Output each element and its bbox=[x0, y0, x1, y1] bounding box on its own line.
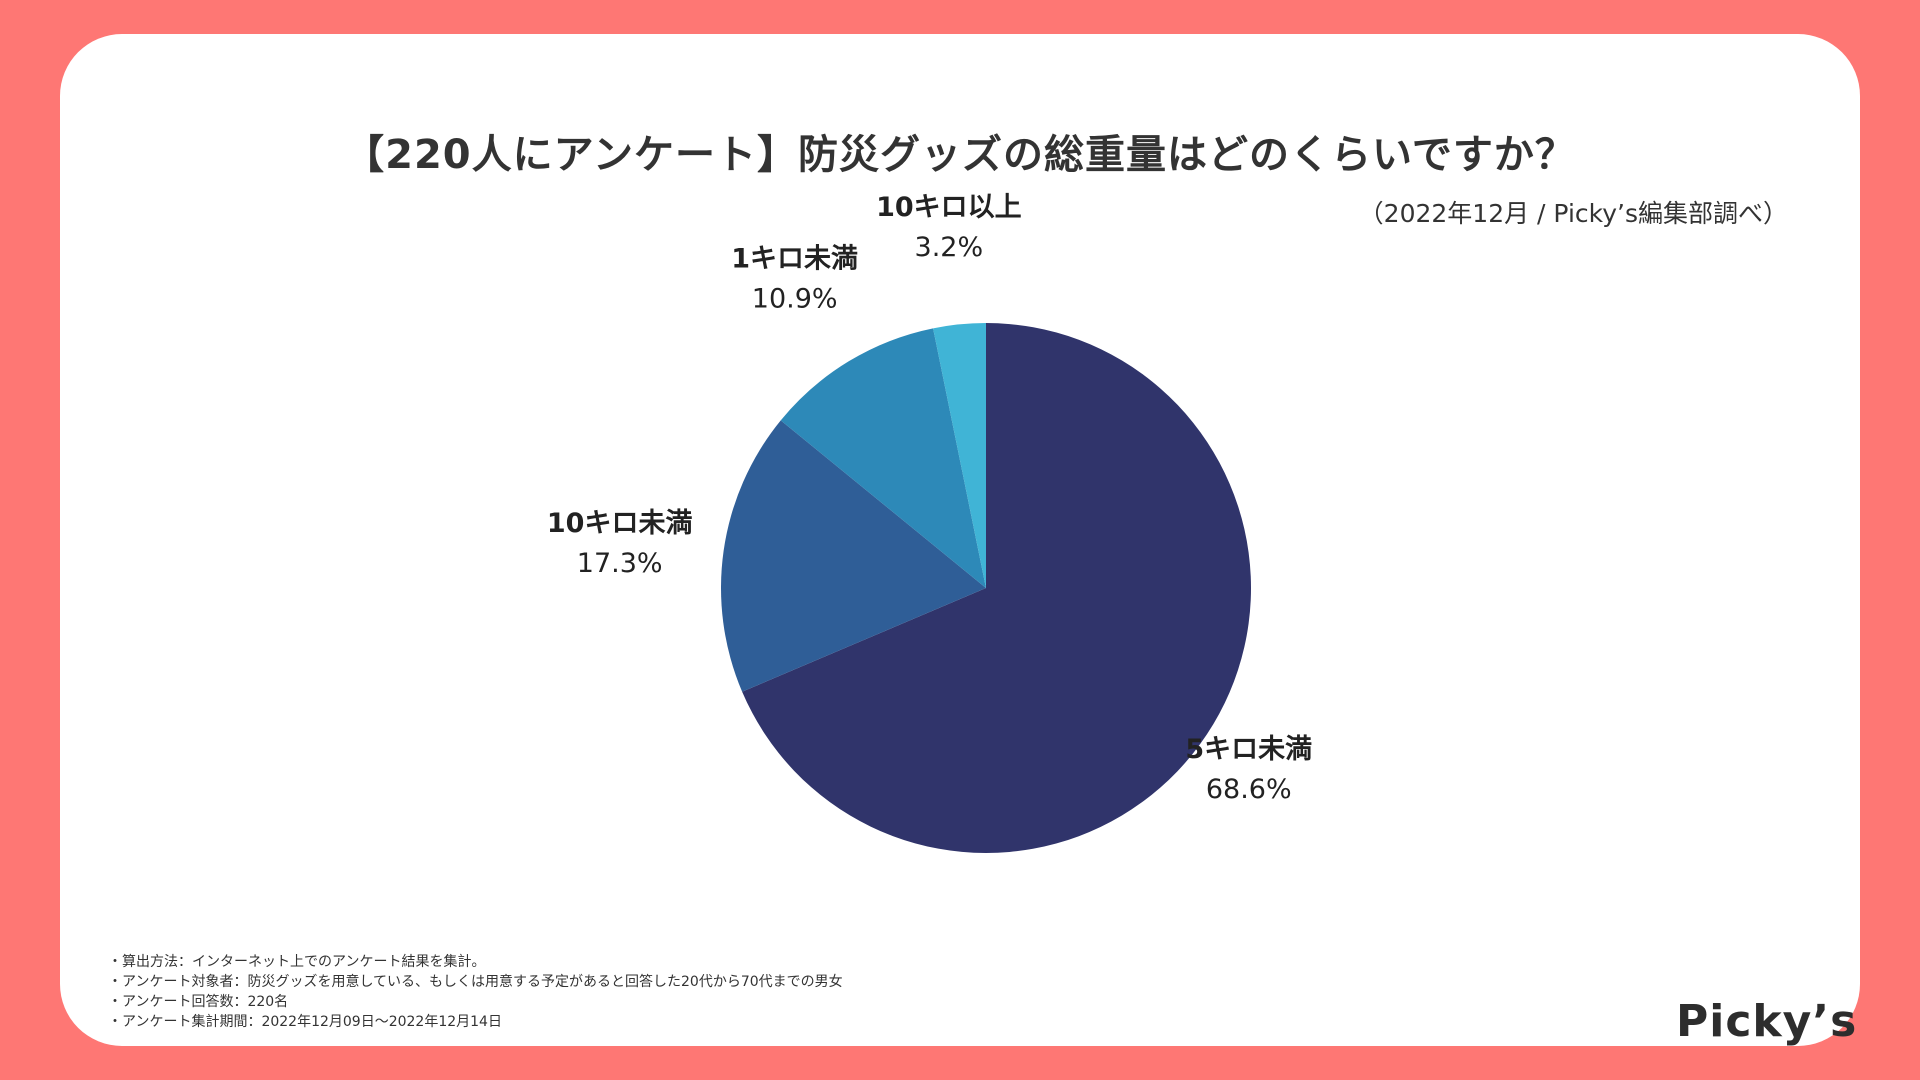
pie-slice bbox=[933, 323, 986, 588]
slice-value-label: 68.6% bbox=[1206, 774, 1292, 805]
slice-label: 5キロ未満 bbox=[1185, 734, 1312, 765]
note-method: ・算出方法：インターネット上でのアンケート結果を集計。 bbox=[108, 954, 486, 970]
slice-label: 10キロ以上 bbox=[876, 192, 1022, 223]
pie-slice bbox=[742, 323, 1251, 853]
survey-notes: ・算出方法：インターネット上でのアンケート結果を集計。 ・アンケート対象者：防災… bbox=[108, 952, 843, 1032]
slice-label: 10キロ未満 bbox=[547, 508, 693, 539]
slice-value-label: 3.2% bbox=[915, 232, 984, 263]
slice-label: 1キロ未満 bbox=[731, 243, 858, 274]
note-period: ・アンケート集計期間：2022年12月09日〜2022年12月14日 bbox=[108, 1014, 502, 1030]
slice-value-label: 17.3% bbox=[577, 548, 663, 579]
chart-card: 【220人にアンケート】防災グッズの総重量はどのくらいですか？ （2022年12… bbox=[60, 34, 1860, 1047]
chart-title: 【220人にアンケート】防災グッズの総重量はどのくらいですか？ bbox=[344, 132, 1576, 178]
chart-subtitle: （2022年12月 / Picky’s編集部調べ） bbox=[1358, 199, 1788, 228]
pickys-logo: Picky’s bbox=[1676, 996, 1858, 1047]
pie-slice bbox=[721, 420, 986, 692]
slice-value-label: 10.9% bbox=[752, 283, 838, 314]
pie-slice bbox=[780, 328, 986, 588]
note-target: ・アンケート対象者：防災グッズを用意している、もしくは用意する予定があると回答し… bbox=[108, 974, 843, 990]
note-count: ・アンケート回答数：220名 bbox=[108, 994, 289, 1010]
